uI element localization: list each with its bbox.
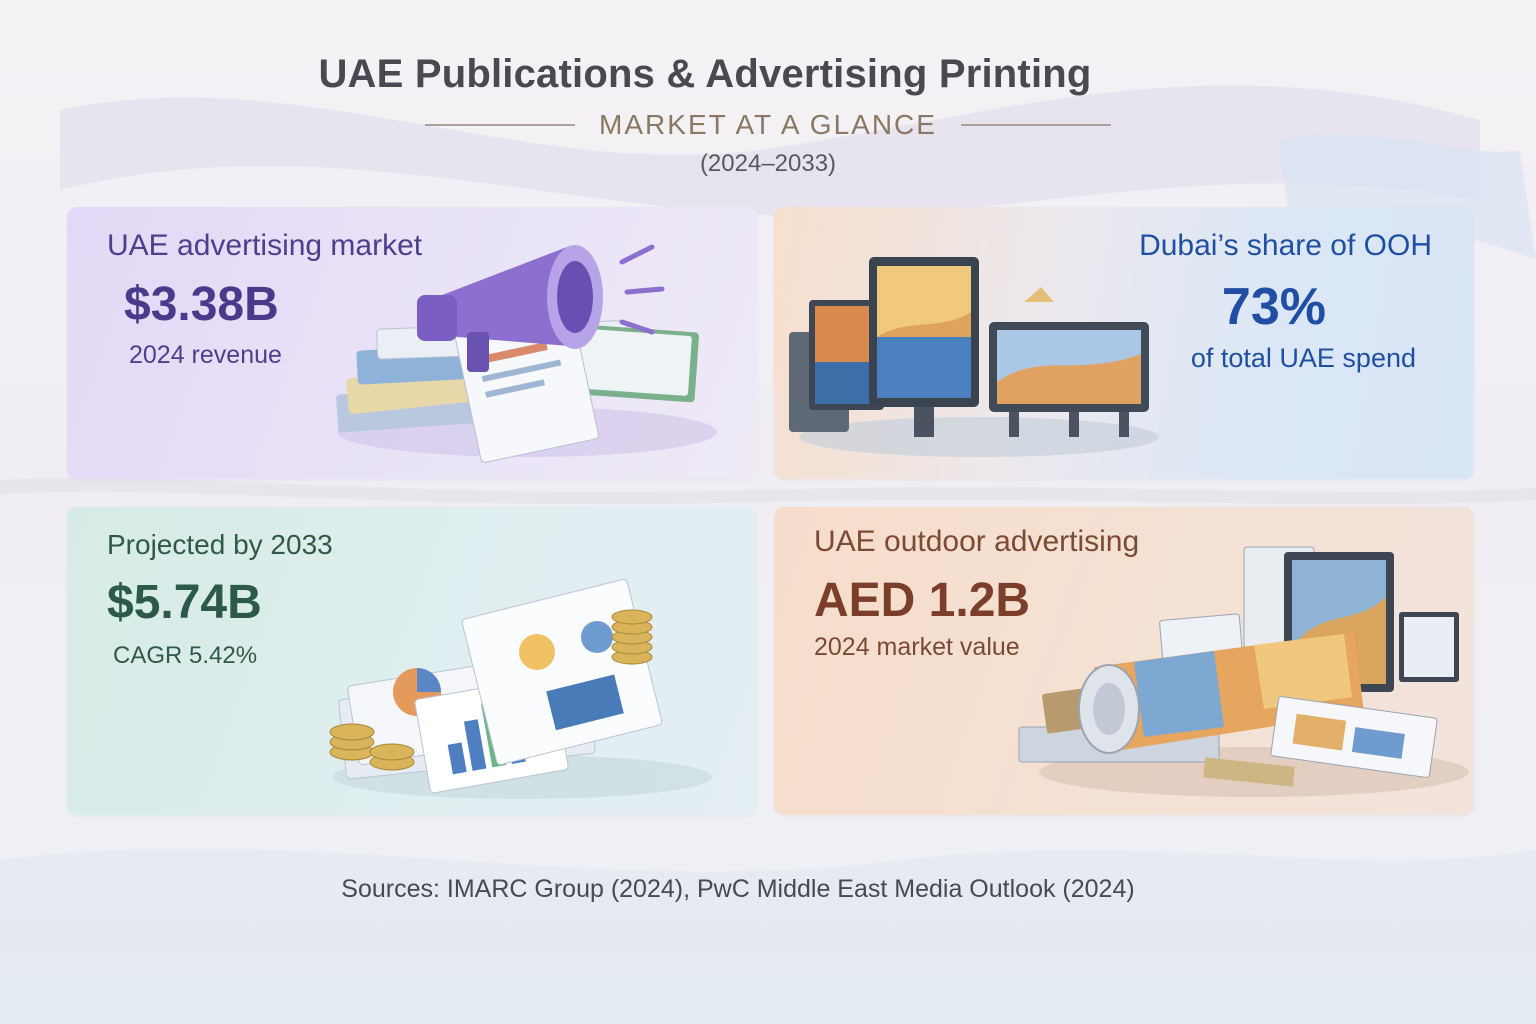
card-note: CAGR 5.42% bbox=[113, 642, 258, 669]
card-label: UAE outdoor advertising bbox=[814, 525, 1140, 558]
billboard-screens-icon bbox=[779, 242, 1159, 472]
stat-card-dubai-ooh-share: Dubai’s share of OOH 73% of total UAE sp… bbox=[774, 207, 1474, 479]
megaphone-on-magazines-icon bbox=[317, 227, 737, 467]
sources-footnote: Sources: IMARC Group (2024), PwC Middle … bbox=[341, 875, 1135, 903]
card-label: Dubai’s share of OOH bbox=[1139, 229, 1432, 262]
card-value: $5.74B bbox=[107, 576, 262, 629]
divider-left bbox=[425, 124, 576, 126]
divider-right bbox=[960, 124, 1111, 126]
rolled-poster-and-prints-icon bbox=[1014, 537, 1469, 807]
card-label: Projected by 2033 bbox=[107, 529, 333, 560]
card-note: 2024 market value bbox=[814, 633, 1020, 661]
card-note: of total UAE spend bbox=[1190, 343, 1416, 373]
card-value: $3.38B bbox=[124, 278, 279, 331]
reports-and-coins-icon bbox=[312, 577, 732, 807]
stat-card-outdoor-advertising: UAE outdoor advertising AED 1.2B 2024 ma… bbox=[774, 507, 1474, 815]
stat-card-projection-2033: Projected by 2033 $5.74B CAGR 5.42% bbox=[67, 507, 757, 815]
period-label: (2024–2033) bbox=[699, 150, 837, 177]
card-note: 2024 revenue bbox=[129, 341, 282, 369]
page-title: UAE Publications & Advertising Printing bbox=[318, 52, 1092, 96]
page-subtitle: MARKET AT A GLANCE bbox=[599, 109, 937, 140]
card-value: AED 1.2B bbox=[814, 574, 1031, 627]
stat-card-advertising-market: UAE advertising market $3.38B 2024 reven… bbox=[67, 207, 757, 479]
card-label: UAE advertising market bbox=[107, 229, 423, 262]
card-value: 73% bbox=[1221, 278, 1326, 336]
subtitle-row: MARKET AT A GLANCE bbox=[0, 108, 1536, 142]
